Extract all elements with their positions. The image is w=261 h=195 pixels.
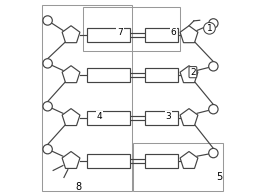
FancyBboxPatch shape — [145, 154, 178, 168]
Polygon shape — [62, 26, 80, 43]
FancyBboxPatch shape — [87, 111, 129, 125]
Text: 3: 3 — [166, 112, 171, 121]
Circle shape — [209, 105, 218, 114]
FancyBboxPatch shape — [145, 111, 178, 125]
Polygon shape — [62, 109, 80, 126]
Polygon shape — [62, 66, 80, 83]
Circle shape — [209, 148, 218, 158]
Text: 1: 1 — [207, 24, 212, 33]
Polygon shape — [180, 66, 198, 83]
FancyBboxPatch shape — [87, 154, 129, 168]
FancyBboxPatch shape — [145, 68, 178, 82]
Polygon shape — [180, 152, 198, 168]
Text: 7: 7 — [117, 28, 123, 37]
Polygon shape — [180, 26, 198, 43]
Text: 5: 5 — [216, 172, 222, 183]
FancyBboxPatch shape — [87, 28, 129, 42]
Text: 6: 6 — [170, 28, 176, 37]
Text: 4: 4 — [97, 112, 102, 121]
Circle shape — [209, 19, 218, 28]
Circle shape — [43, 102, 52, 111]
Text: 2: 2 — [190, 68, 196, 77]
Circle shape — [43, 144, 52, 154]
FancyBboxPatch shape — [87, 68, 129, 82]
FancyBboxPatch shape — [145, 28, 178, 42]
Circle shape — [43, 59, 52, 68]
Polygon shape — [62, 152, 80, 168]
Text: 8: 8 — [76, 182, 82, 192]
Circle shape — [43, 16, 52, 25]
Circle shape — [209, 62, 218, 71]
Polygon shape — [180, 109, 198, 126]
